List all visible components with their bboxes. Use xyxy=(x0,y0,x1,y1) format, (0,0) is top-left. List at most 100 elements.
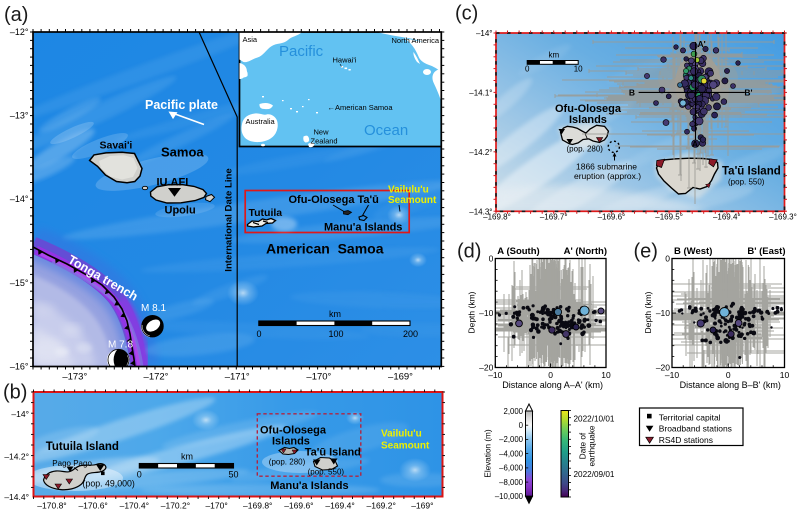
svg-text:Samoa: Samoa xyxy=(161,145,204,160)
svg-text:km: km xyxy=(549,51,560,60)
svg-text:Savai'i: Savai'i xyxy=(100,140,133,152)
svg-text:–14.1°: –14.1° xyxy=(469,88,492,97)
svg-text:–20: –20 xyxy=(656,363,670,373)
svg-text:Hawai'i: Hawai'i xyxy=(333,56,357,65)
svg-text:Vailulu'u: Vailulu'u xyxy=(388,185,429,196)
svg-text:IU.AFI: IU.AFI xyxy=(157,177,189,189)
svg-text:Date of: Date of xyxy=(579,432,588,459)
svg-text:Broadband stations: Broadband stations xyxy=(659,424,732,434)
svg-text:km: km xyxy=(329,309,341,319)
svg-text:(pop. 550): (pop. 550) xyxy=(728,178,765,187)
svg-text:–10: –10 xyxy=(656,308,670,318)
svg-text:Asia: Asia xyxy=(243,35,258,44)
svg-text:–20: –20 xyxy=(479,363,493,373)
svg-text:Pacific: Pacific xyxy=(279,43,324,60)
svg-text:Pacific plate: Pacific plate xyxy=(145,98,218,112)
svg-text:–15°: –15° xyxy=(10,278,29,288)
svg-text:Ta'ū: Ta'ū xyxy=(358,194,379,206)
svg-text:–14°: –14° xyxy=(11,409,29,419)
svg-text:B' (East): B' (East) xyxy=(747,246,785,257)
svg-text:–4,000: –4,000 xyxy=(499,449,524,458)
svg-text:(pop. 280): (pop. 280) xyxy=(269,458,306,467)
svg-text:International Date Line: International Date Line xyxy=(224,168,235,271)
svg-text:Pago Pago: Pago Pago xyxy=(52,459,92,468)
svg-text:Depth (km): Depth (km) xyxy=(643,291,653,333)
svg-text:0: 0 xyxy=(519,421,524,430)
svg-text:Manu'a Islands: Manu'a Islands xyxy=(270,480,348,492)
svg-text:0: 0 xyxy=(256,329,261,339)
svg-text:B (West): B (West) xyxy=(674,246,712,257)
svg-text:–173°: –173° xyxy=(62,372,87,383)
svg-text:–169.6°: –169.6° xyxy=(284,501,313,511)
svg-text:Ta'ū Island: Ta'ū Island xyxy=(305,447,361,459)
svg-text:–171°: –171° xyxy=(225,372,250,383)
svg-text:10: 10 xyxy=(780,370,790,380)
svg-text:–170.8°: –170.8° xyxy=(37,501,66,511)
svg-text:–169°: –169° xyxy=(388,372,413,383)
svg-text:A' (North): A' (North) xyxy=(564,246,607,257)
svg-text:1866 submarine: 1866 submarine xyxy=(576,162,637,172)
svg-text:–169.4°: –169.4° xyxy=(325,501,354,511)
svg-text:–14.2°: –14.2° xyxy=(469,148,492,157)
svg-text:–169.8°: –169.8° xyxy=(483,213,511,222)
svg-text:Islands: Islands xyxy=(569,114,607,126)
svg-text:0: 0 xyxy=(548,370,553,380)
svg-text:0: 0 xyxy=(726,370,731,380)
svg-text:Distance along B–B' (km): Distance along B–B' (km) xyxy=(680,380,781,390)
svg-text:–169.3°: –169.3° xyxy=(769,213,797,222)
svg-text:–14°: –14° xyxy=(476,29,493,38)
svg-text:–8,000: –8,000 xyxy=(499,478,524,487)
svg-text:American Samoa: American Samoa xyxy=(266,241,384,257)
svg-text:(pop. 49,000): (pop. 49,000) xyxy=(83,479,135,489)
svg-text:(pop. 550): (pop. 550) xyxy=(308,468,345,477)
svg-text:–6,000: –6,000 xyxy=(499,464,524,473)
svg-text:Zealand: Zealand xyxy=(311,137,338,146)
svg-text:Tutuila Island: Tutuila Island xyxy=(46,441,119,453)
svg-text:–14.4°: –14.4° xyxy=(4,492,29,502)
svg-text:←American Samoa: ←American Samoa xyxy=(328,103,394,112)
svg-text:–170.2°: –170.2° xyxy=(161,501,190,511)
svg-text:km: km xyxy=(181,452,193,462)
svg-text:–12°: –12° xyxy=(10,27,29,37)
svg-text:(pop. 280): (pop. 280) xyxy=(567,145,604,154)
svg-text:Ofu-Olosega: Ofu-Olosega xyxy=(260,425,327,437)
svg-text:–10: –10 xyxy=(488,370,502,380)
svg-text:0: 0 xyxy=(665,254,670,264)
svg-text:Ocean: Ocean xyxy=(364,122,408,139)
svg-text:Ofu-Olosega: Ofu-Olosega xyxy=(289,194,356,206)
svg-text:Distance along A–A' (km): Distance along A–A' (km) xyxy=(502,380,603,390)
svg-text:–2,000: –2,000 xyxy=(499,435,524,444)
svg-text:(d): (d) xyxy=(457,241,481,263)
svg-text:200: 200 xyxy=(403,329,418,339)
svg-text:Australia: Australia xyxy=(246,117,276,126)
svg-text:A': A' xyxy=(698,39,706,49)
svg-text:A: A xyxy=(692,139,698,149)
svg-text:50: 50 xyxy=(228,470,238,480)
svg-text:A (South): A (South) xyxy=(497,246,539,257)
svg-text:Ta'ū Island: Ta'ū Island xyxy=(722,166,781,178)
svg-text:–169.7°: –169.7° xyxy=(540,213,568,222)
svg-text:–170.4°: –170.4° xyxy=(120,501,149,511)
svg-text:–170°: –170° xyxy=(306,372,331,383)
svg-text:New: New xyxy=(314,128,330,137)
svg-text:Vailulu'u: Vailulu'u xyxy=(381,429,422,440)
svg-text:–10,000: –10,000 xyxy=(495,492,524,501)
svg-text:–13°: –13° xyxy=(10,111,29,121)
svg-text:(b): (b) xyxy=(3,382,27,404)
svg-text:Upolu: Upolu xyxy=(165,205,196,217)
svg-text:2022/10/01: 2022/10/01 xyxy=(574,414,615,423)
svg-text:B: B xyxy=(629,87,635,97)
svg-text:earthquake: earthquake xyxy=(588,425,597,466)
svg-text:10: 10 xyxy=(574,65,583,74)
svg-text:–10: –10 xyxy=(479,308,493,318)
svg-text:–172°: –172° xyxy=(144,372,169,383)
svg-text:–169°: –169° xyxy=(411,501,433,511)
svg-text:Seamount: Seamount xyxy=(381,441,430,452)
svg-text:Elevation (m): Elevation (m) xyxy=(484,429,493,478)
svg-text:Depth (km): Depth (km) xyxy=(466,291,476,333)
svg-text:(a): (a) xyxy=(4,4,28,26)
svg-text:–14°: –14° xyxy=(10,194,29,204)
svg-text:–169.8°: –169.8° xyxy=(243,501,272,511)
svg-text:Territorial capital: Territorial capital xyxy=(659,412,721,422)
svg-text:–14.3°: –14.3° xyxy=(469,207,492,216)
